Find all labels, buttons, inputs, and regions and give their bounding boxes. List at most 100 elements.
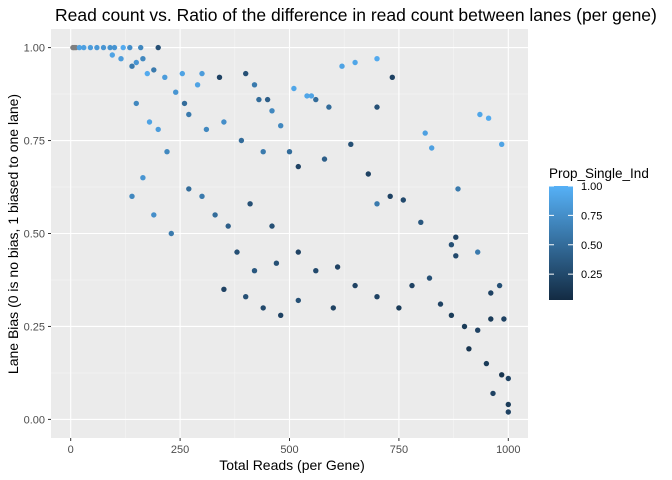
data-point xyxy=(453,234,459,240)
data-point xyxy=(466,346,472,352)
data-point xyxy=(365,171,371,177)
data-point xyxy=(251,82,258,88)
legend-tick-label: 0.75 xyxy=(581,210,602,222)
data-point xyxy=(389,74,395,81)
data-point xyxy=(168,230,174,237)
data-point xyxy=(234,249,240,255)
data-point xyxy=(140,56,146,62)
data-point xyxy=(186,111,192,118)
data-point xyxy=(260,305,266,311)
data-point xyxy=(109,52,116,58)
data-point xyxy=(212,212,218,218)
data-point xyxy=(488,290,494,296)
x-axis: 0 250 500 750 1000 xyxy=(68,438,521,456)
data-point xyxy=(304,93,310,99)
data-point xyxy=(505,401,511,408)
data-point xyxy=(488,316,494,322)
data-point xyxy=(173,89,179,95)
data-point xyxy=(374,294,380,300)
data-point xyxy=(348,141,354,147)
data-point xyxy=(221,119,227,125)
data-point xyxy=(216,74,223,81)
data-point xyxy=(313,96,319,103)
data-point xyxy=(448,242,455,248)
data-point xyxy=(485,115,492,121)
data-point xyxy=(194,82,201,88)
data-point xyxy=(286,149,293,155)
data-point xyxy=(352,282,358,289)
data-point xyxy=(505,409,511,415)
data-point xyxy=(429,145,435,151)
data-point xyxy=(247,201,253,207)
data-point xyxy=(334,264,341,270)
data-point xyxy=(151,212,157,218)
y-tick-label: 0.50 xyxy=(24,229,45,241)
legend-ticks: 1.00 0.75 0.50 0.25 xyxy=(549,181,602,281)
data-points xyxy=(70,44,511,415)
color-legend: Prop_Single_Ind 1.00 0.75 0.50 0.25 xyxy=(549,166,649,300)
data-point xyxy=(477,111,483,118)
data-point xyxy=(264,96,271,103)
data-point xyxy=(278,312,284,318)
data-point xyxy=(203,126,210,133)
data-point xyxy=(138,44,144,51)
data-point xyxy=(243,294,249,300)
data-point xyxy=(133,59,139,66)
data-point xyxy=(260,149,266,155)
x-tick-label: 500 xyxy=(280,444,298,456)
data-point xyxy=(269,223,275,229)
data-point xyxy=(483,360,490,367)
x-tick-label: 1000 xyxy=(496,444,520,456)
data-point xyxy=(133,100,139,107)
data-point xyxy=(499,372,505,378)
data-point xyxy=(221,286,227,292)
data-point xyxy=(199,193,205,199)
data-point xyxy=(400,197,406,203)
legend-tick-label: 1.00 xyxy=(581,181,602,193)
data-point xyxy=(179,70,185,77)
data-point xyxy=(76,44,83,51)
data-point xyxy=(374,201,380,207)
data-point xyxy=(475,249,481,255)
data-point xyxy=(295,297,301,304)
data-point xyxy=(186,186,192,192)
data-point xyxy=(455,186,461,192)
grid-lines xyxy=(51,29,528,438)
data-point xyxy=(437,301,444,307)
data-point xyxy=(418,219,424,225)
y-axis-title: Lane Bias (0 is no bias, 1 biased to one… xyxy=(5,94,21,374)
data-point xyxy=(111,44,118,51)
data-point xyxy=(339,63,345,69)
data-point xyxy=(326,104,332,110)
x-axis-title: Total Reads (per Gene) xyxy=(219,457,365,473)
y-tick-label: 1.00 xyxy=(24,43,45,55)
data-point xyxy=(313,268,319,274)
x-tick-label: 250 xyxy=(171,444,189,456)
data-point xyxy=(151,67,157,73)
data-point xyxy=(461,323,468,330)
data-point xyxy=(144,70,150,77)
data-point xyxy=(490,390,496,397)
data-point xyxy=(251,268,258,274)
data-point xyxy=(295,163,301,170)
data-point xyxy=(120,44,126,51)
data-point xyxy=(181,100,188,107)
data-point xyxy=(118,56,124,62)
data-point xyxy=(321,156,328,162)
data-point xyxy=(164,149,170,155)
legend-tick-label: 0.25 xyxy=(581,269,602,281)
legend-colorbar xyxy=(549,186,573,300)
data-point xyxy=(162,74,168,81)
data-point xyxy=(374,104,380,110)
legend-tick-label: 0.50 xyxy=(581,240,602,252)
y-axis: 0.00 0.25 0.50 0.75 1.00 xyxy=(24,43,51,426)
data-point xyxy=(100,44,107,51)
data-point xyxy=(352,59,358,66)
y-tick-label: 0.00 xyxy=(24,414,45,426)
data-point xyxy=(496,282,503,289)
data-point xyxy=(238,137,245,144)
data-point xyxy=(225,223,231,229)
data-point xyxy=(278,123,284,129)
x-tick-label: 0 xyxy=(68,444,74,456)
data-point xyxy=(409,282,415,289)
